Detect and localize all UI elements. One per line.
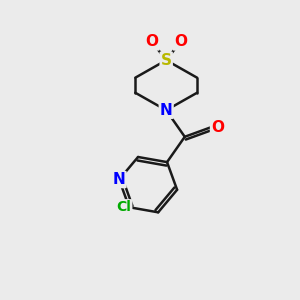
Text: O: O: [146, 34, 159, 50]
Text: O: O: [211, 120, 224, 135]
Text: O: O: [174, 34, 187, 50]
Text: Cl: Cl: [116, 200, 131, 214]
Text: S: S: [161, 53, 172, 68]
Text: N: N: [160, 103, 172, 118]
Text: N: N: [113, 172, 125, 187]
